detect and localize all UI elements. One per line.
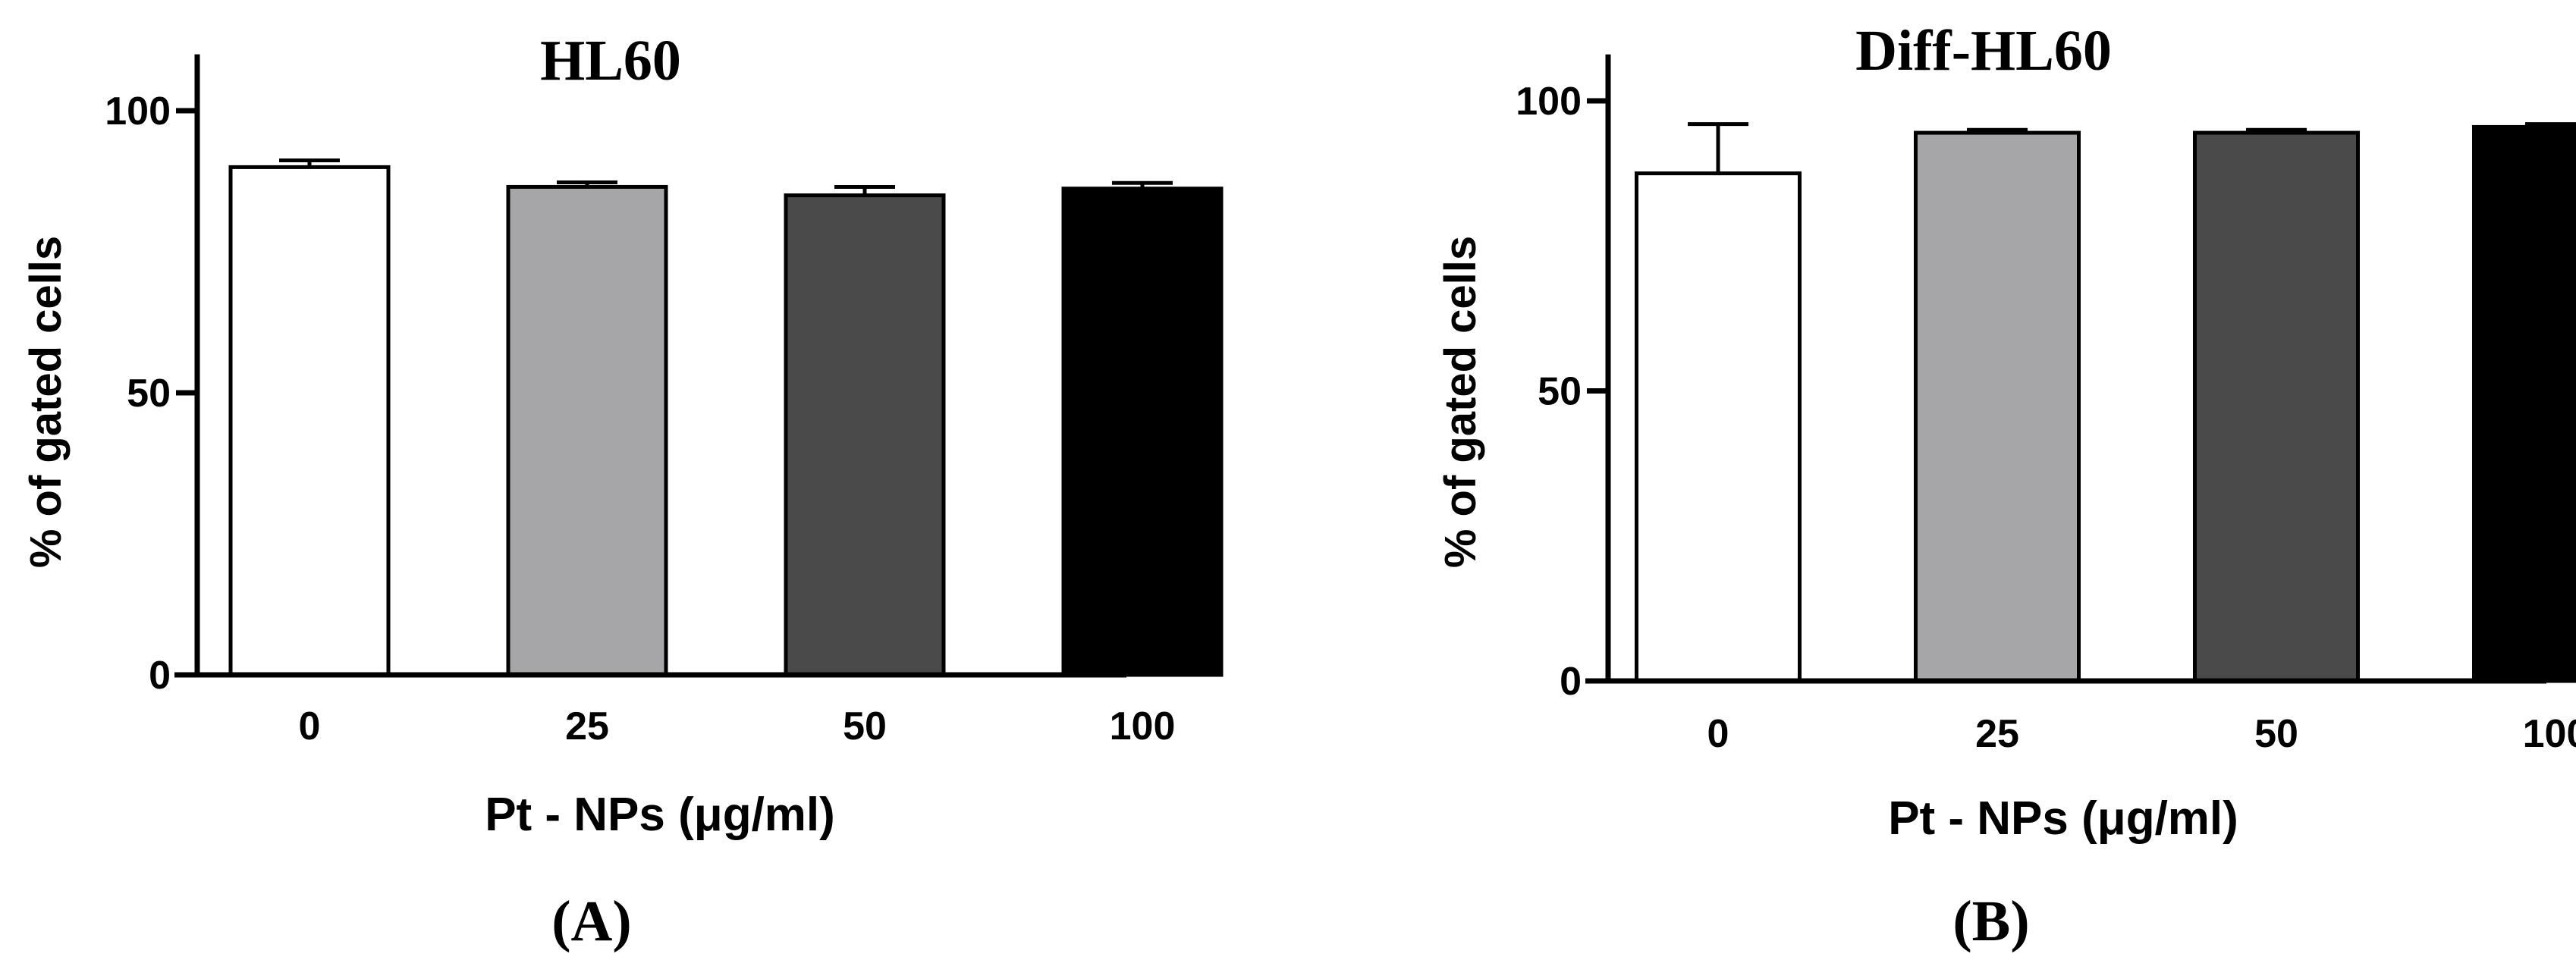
bar-50: [784, 193, 946, 677]
bar-100: [1061, 187, 1224, 677]
bar-0: [1635, 171, 1802, 683]
x-tick-label: 50: [843, 704, 887, 748]
x-tick-label: 25: [1975, 712, 2019, 756]
bar-0: [228, 165, 391, 677]
y-axis-label: % of gated cells: [1436, 236, 1485, 568]
y-axis-label: % of gated cells: [21, 236, 71, 568]
x-axis-label: Pt - NPs (μg/ml): [1888, 792, 2238, 845]
panel-label: (B): [1952, 889, 2029, 953]
y-tick-label: 0: [149, 654, 171, 698]
y-tick-label: 50: [1538, 370, 1582, 414]
x-tick-label: 0: [299, 704, 321, 748]
bar-25: [506, 184, 668, 677]
y-tick-label: 50: [127, 372, 171, 416]
bar-25: [1914, 130, 2081, 683]
x-axis-label: Pt - NPs (μg/ml): [485, 789, 835, 841]
x-tick-label: 0: [1707, 712, 1729, 756]
chart-panel-b: Diff-HL60 % of gated cells Pt - NPs (μg/…: [1436, 19, 2576, 953]
y-tick-label: 100: [1516, 80, 1582, 124]
bar-50: [2193, 130, 2360, 683]
y-tick-label: 0: [1560, 660, 1582, 704]
y-tick-label: 100: [105, 89, 171, 133]
chart-title: HL60: [540, 29, 681, 93]
panel-label: (A): [551, 889, 632, 953]
x-tick-label: 100: [2523, 712, 2576, 756]
x-tick-label: 100: [1110, 704, 1176, 748]
bar-100: [2472, 124, 2576, 683]
x-tick-label: 50: [2254, 712, 2298, 756]
x-tick-label: 25: [565, 704, 609, 748]
chart-title: Diff-HL60: [1855, 19, 2112, 83]
chart-panel-a: HL60 % of gated cells Pt - NPs (μg/ml) (…: [21, 29, 1224, 953]
